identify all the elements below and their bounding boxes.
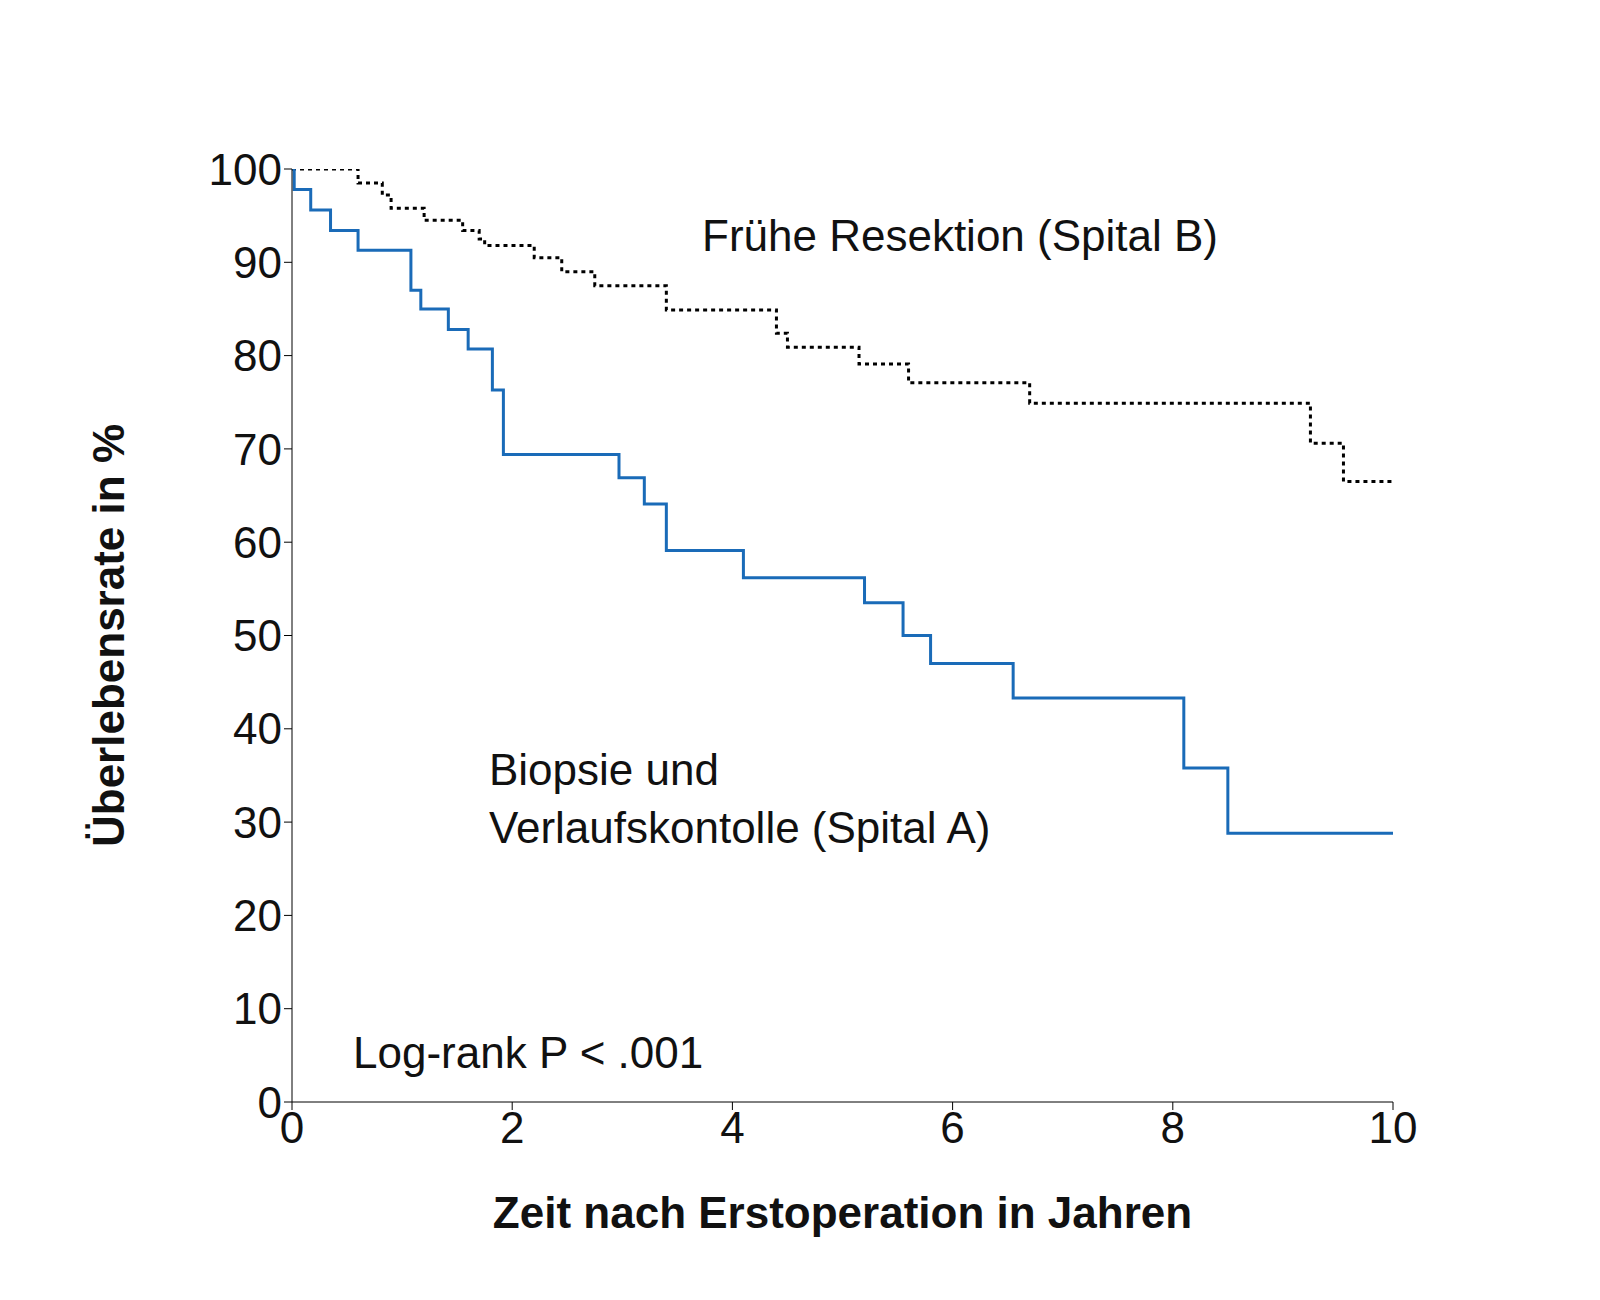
svg-text:50: 50 [233, 611, 282, 660]
svg-text:90: 90 [233, 238, 282, 287]
svg-text:Überlebensrate in %: Überlebensrate in % [84, 424, 133, 847]
svg-text:0: 0 [280, 1103, 304, 1152]
svg-text:100: 100 [209, 145, 282, 194]
svg-text:2: 2 [500, 1103, 524, 1152]
svg-text:60: 60 [233, 518, 282, 567]
svg-text:Zeit nach Erstoperation in Jah: Zeit nach Erstoperation in Jahren [493, 1188, 1192, 1237]
svg-text:4: 4 [720, 1103, 744, 1152]
svg-text:20: 20 [233, 891, 282, 940]
svg-text:8: 8 [1161, 1103, 1185, 1152]
svg-text:0: 0 [258, 1078, 282, 1127]
html-text:Log-rank P < .001: Log-rank P < .001 [353, 1028, 704, 1077]
svg-text:10: 10 [233, 984, 282, 1033]
svg-text:30: 30 [233, 798, 282, 847]
svg-text:6: 6 [940, 1103, 964, 1152]
html-text:Frühe Resektion (Spital B): Frühe Resektion (Spital B) [702, 211, 1218, 260]
svg-text:40: 40 [233, 704, 282, 753]
svg-text:10: 10 [1369, 1103, 1418, 1152]
html-text:Biopsie und: Biopsie und [489, 745, 719, 794]
svg-text:80: 80 [233, 331, 282, 380]
svg-text:70: 70 [233, 425, 282, 474]
html-text:Verlaufskontolle (Spital A): Verlaufskontolle (Spital A) [489, 803, 991, 852]
